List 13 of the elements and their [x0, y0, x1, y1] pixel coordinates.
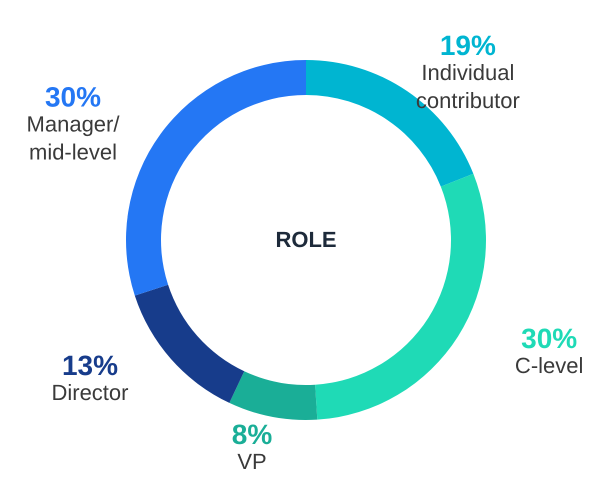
slice-label: C-level — [514, 353, 584, 378]
slice-label: Director — [51, 380, 128, 406]
donut-slice — [134, 284, 244, 403]
slice-label: Manager/mid-level — [26, 112, 120, 165]
data-label: 19% — [440, 30, 496, 62]
data-label: 8% — [232, 419, 272, 450]
data-label: 30% — [44, 82, 102, 113]
text: ROLE — [275, 227, 337, 252]
slice-label: VP — [237, 449, 267, 474]
slice-label: Individual contributor — [416, 60, 520, 114]
data-label: 13% — [62, 350, 118, 382]
data-label: 30% — [521, 323, 578, 354]
donut-slice — [229, 371, 318, 420]
